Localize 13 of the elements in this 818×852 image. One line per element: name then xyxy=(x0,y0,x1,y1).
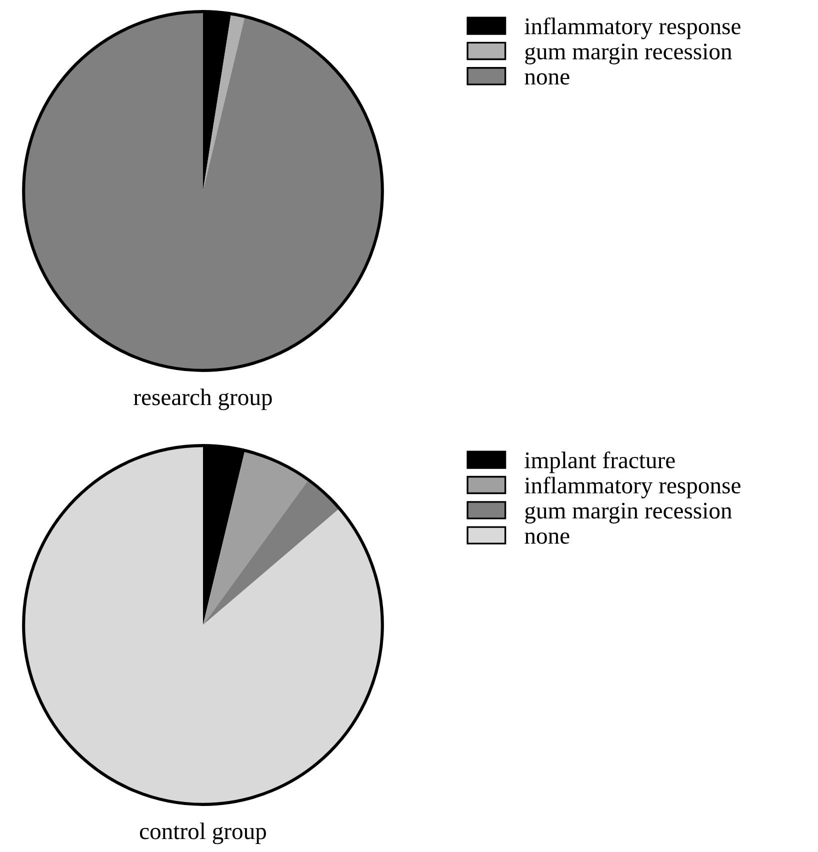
pie-slice xyxy=(203,450,308,625)
legend-label: inflammatory response xyxy=(524,476,740,498)
pie-slice xyxy=(203,480,340,625)
legend-label: none xyxy=(524,532,570,544)
legend-label: implant fracture xyxy=(524,451,675,474)
pie-slice xyxy=(22,10,384,372)
text: research group xyxy=(134,388,272,410)
legend-label: none xyxy=(524,73,570,85)
legend-label: gum margin recession xyxy=(525,44,732,64)
text: control group xyxy=(140,822,266,844)
legend-label: inflammatory response xyxy=(524,17,740,40)
pie-slice xyxy=(203,14,245,191)
legend-label: gum margin recession xyxy=(525,502,732,524)
